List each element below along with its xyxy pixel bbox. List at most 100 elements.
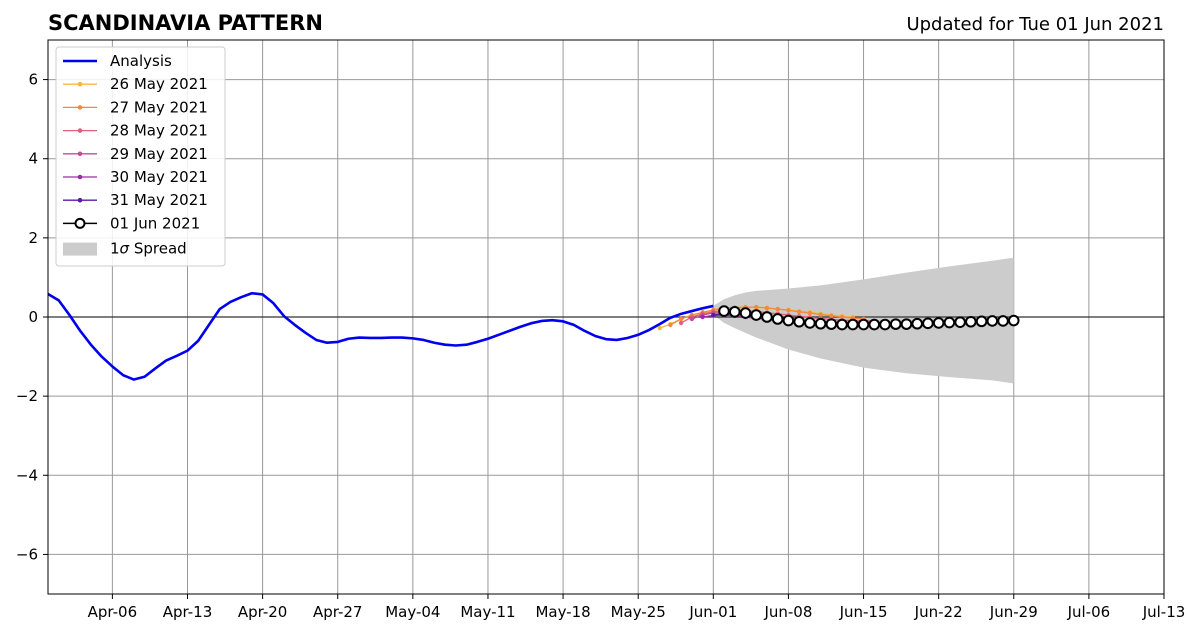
legend-entry: 1σ Spread: [63, 240, 187, 258]
forecast-point: [804, 317, 816, 329]
forecast-point: [954, 316, 966, 328]
legend-entry: 01 Jun 2021: [63, 214, 200, 232]
forecast-point: [911, 317, 923, 330]
forecast-point: [997, 315, 1009, 327]
forecast-point: [739, 307, 752, 319]
series-layer: [47, 291, 1020, 381]
x-tick-label: Jun-01: [688, 603, 737, 621]
y-tick-label: 0: [28, 308, 38, 326]
x-tick-label: Jul-06: [1067, 603, 1111, 621]
forecast-point: [750, 309, 763, 321]
forecast-point: [700, 314, 705, 320]
legend-label-symbol: σ: [120, 240, 130, 258]
y-tick-label: −6: [16, 545, 38, 563]
x-tick-label: Jun-15: [839, 603, 888, 621]
y-tick-label: −2: [16, 387, 38, 405]
x-tick-label: Jun-29: [989, 603, 1038, 621]
forecast-point: [900, 318, 913, 330]
forecast-point: [775, 306, 780, 312]
forecast-point: [889, 318, 902, 330]
series-7: [718, 305, 1020, 331]
x-tick-label: May-18: [535, 603, 590, 621]
forecast-point: [868, 318, 881, 331]
chart-subtitle: Updated for Tue 01 Jun 2021: [906, 14, 1164, 35]
x-tick-label: Apr-06: [88, 603, 138, 621]
forecast-point: [975, 315, 988, 328]
forecast-point: [711, 312, 716, 318]
forecast-point: [786, 308, 791, 313]
x-tick-label: Jun-08: [763, 603, 812, 621]
legend-marker: [77, 197, 83, 203]
forecast-point: [678, 320, 684, 326]
legend-label: Analysis: [110, 52, 172, 70]
legend-box: [55, 46, 226, 267]
forecast-point: [764, 305, 770, 311]
forecast-point: [847, 318, 859, 331]
forecast-point: [793, 315, 805, 328]
analysis-line: [47, 291, 714, 381]
x-tick-label: May-25: [611, 603, 666, 621]
forecast-point: [728, 306, 741, 318]
x-tick-label: Apr-27: [313, 603, 363, 621]
forecast-point: [814, 317, 827, 330]
legend-swatch: [63, 242, 97, 256]
x-tick-label: May-04: [385, 603, 440, 621]
forecast-point: [771, 313, 784, 325]
x-tick-label: Jun-22: [914, 603, 963, 621]
legend-entry: 29 May 2021: [63, 145, 208, 163]
legend-label: 31 May 2021: [110, 191, 208, 209]
forecast-point: [1007, 314, 1020, 327]
legend-label: 01 Jun 2021: [110, 214, 200, 232]
x-tick-label: May-11: [460, 603, 515, 621]
y-tick-label: 4: [28, 150, 38, 168]
forecast-point: [965, 315, 977, 328]
forecast-point: [825, 318, 838, 330]
x-tick-label: Apr-13: [163, 603, 213, 621]
forecast-point: [796, 309, 802, 315]
forecast-point: [932, 317, 945, 329]
legend-label-prefix: 1: [110, 240, 120, 258]
x-tick-label: Jul-13: [1142, 603, 1186, 621]
chart-title: SCANDINAVIA PATTERN: [48, 11, 323, 35]
legend: Analysis 26 May 2021 27 May 2021 28 May 202…: [55, 46, 226, 267]
forecast-point: [818, 312, 823, 317]
legend-label: 28 May 2021: [110, 122, 208, 140]
forecast-point: [922, 317, 934, 330]
legend-entry: 27 May 2021: [63, 98, 208, 116]
series-0: [47, 291, 714, 381]
forecast-point: [836, 318, 848, 331]
forecast-point: [829, 313, 834, 319]
legend-entry: 28 May 2021: [63, 122, 208, 140]
legend-entry: 30 May 2021: [63, 168, 208, 186]
legend-marker: [77, 151, 83, 157]
legend-label: 26 May 2021: [110, 75, 208, 93]
legend-entry: 26 May 2021: [63, 75, 208, 93]
legend-marker: [77, 128, 83, 133]
x-tick-label: Apr-20: [238, 603, 288, 621]
forecast-point: [754, 304, 759, 310]
forecast-point: [657, 325, 662, 331]
forecast-point: [986, 315, 999, 327]
legend-label: 30 May 2021: [110, 168, 208, 186]
legend-marker: [77, 105, 83, 110]
forecast-point: [943, 316, 956, 329]
y-tick-label: −4: [16, 466, 38, 484]
y-tick-label: 2: [28, 229, 38, 247]
legend-entry: Analysis: [63, 52, 172, 70]
forecast-point: [761, 311, 773, 323]
y-tick-label: 6: [28, 71, 38, 89]
forecast-point: [879, 318, 891, 331]
legend-marker: [77, 81, 83, 87]
legend-label: 1σ Spread: [110, 240, 187, 258]
forecast-point: [807, 310, 813, 316]
legend-marker: [74, 217, 86, 229]
forecast-point: [678, 316, 684, 322]
legend-entry: 31 May 2021: [63, 191, 208, 209]
forecast-point: [782, 314, 795, 327]
legend-label-suffix: Spread: [129, 240, 187, 258]
legend-marker: [77, 174, 83, 180]
forecast-point: [689, 316, 695, 322]
legend-label: 29 May 2021: [110, 145, 208, 163]
forecast-point: [668, 322, 673, 328]
